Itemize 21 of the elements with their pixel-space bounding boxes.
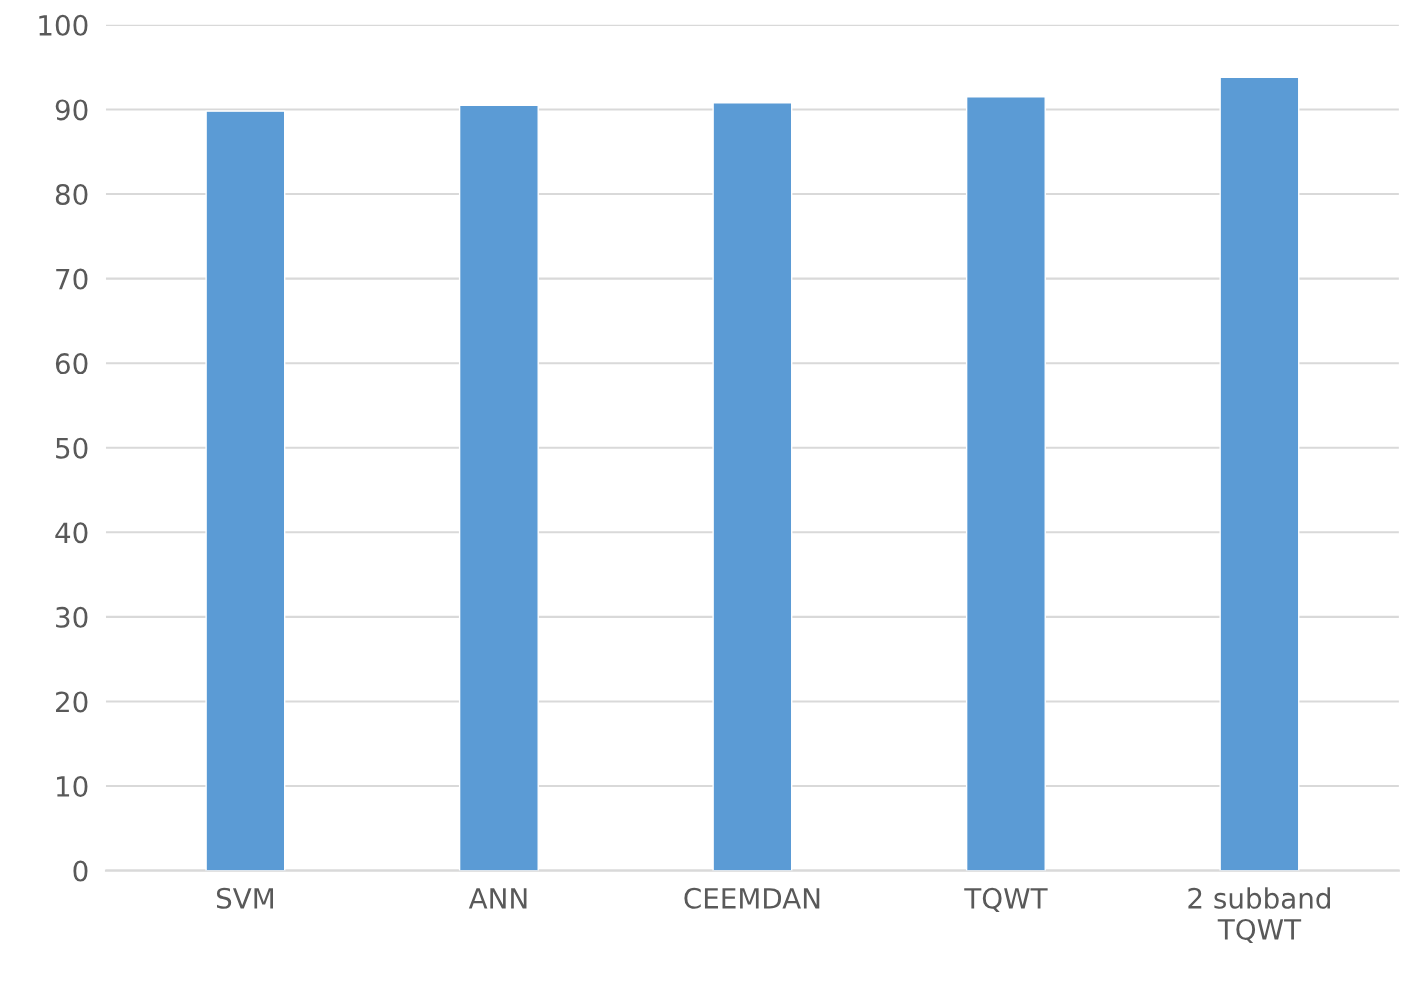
bar <box>205 110 286 871</box>
x-tick-label: CEEMDAN <box>684 887 820 909</box>
y-tick-label: 10 <box>57 775 88 797</box>
y-tick-label: 80 <box>55 183 88 205</box>
bar <box>712 101 793 871</box>
x-tick-label: ANN <box>468 888 527 909</box>
y-tick-label: 0 <box>73 860 88 882</box>
y-tick-label: 20 <box>56 691 88 713</box>
y-tick-label: 40 <box>55 522 88 544</box>
y-tick-label: 100 <box>39 14 88 36</box>
bar <box>458 104 539 871</box>
y-tick-label: 30 <box>56 606 88 628</box>
x-tick-label: 2 subband TQWT <box>1188 887 1330 944</box>
bar <box>1219 76 1300 871</box>
y-tick-label: 90 <box>55 99 88 121</box>
y-tick-label: 70 <box>56 268 88 290</box>
y-tick-label: 50 <box>56 437 88 459</box>
bar <box>965 96 1046 871</box>
y-tick-label: 60 <box>55 353 88 375</box>
x-tick-label: TQWT <box>964 887 1048 912</box>
x-tick-label: SVM <box>216 887 273 909</box>
